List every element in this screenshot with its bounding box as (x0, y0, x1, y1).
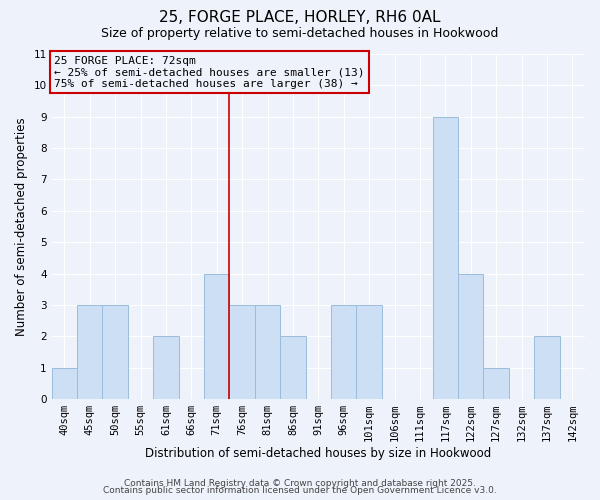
Bar (52, 368, 77, 399)
Text: 25, FORGE PLACE, HORLEY, RH6 0AL: 25, FORGE PLACE, HORLEY, RH6 0AL (159, 10, 441, 25)
Bar (280, 336, 305, 399)
Text: Contains HM Land Registry data © Crown copyright and database right 2025.: Contains HM Land Registry data © Crown c… (124, 478, 476, 488)
Bar (103, 305, 128, 399)
Bar (356, 305, 382, 399)
Text: 25 FORGE PLACE: 72sqm
← 25% of semi-detached houses are smaller (13)
75% of semi: 25 FORGE PLACE: 72sqm ← 25% of semi-deta… (55, 56, 365, 89)
Bar (77, 305, 103, 399)
Bar (255, 305, 280, 399)
Bar (204, 274, 229, 399)
Bar (433, 116, 458, 399)
X-axis label: Distribution of semi-detached houses by size in Hookwood: Distribution of semi-detached houses by … (145, 447, 491, 460)
Text: Size of property relative to semi-detached houses in Hookwood: Size of property relative to semi-detach… (101, 28, 499, 40)
Text: Contains public sector information licensed under the Open Government Licence v3: Contains public sector information licen… (103, 486, 497, 495)
Bar (229, 305, 255, 399)
Bar (153, 336, 179, 399)
Bar (534, 336, 560, 399)
Bar (331, 305, 356, 399)
Y-axis label: Number of semi-detached properties: Number of semi-detached properties (15, 117, 28, 336)
Bar (484, 368, 509, 399)
Bar (458, 274, 484, 399)
